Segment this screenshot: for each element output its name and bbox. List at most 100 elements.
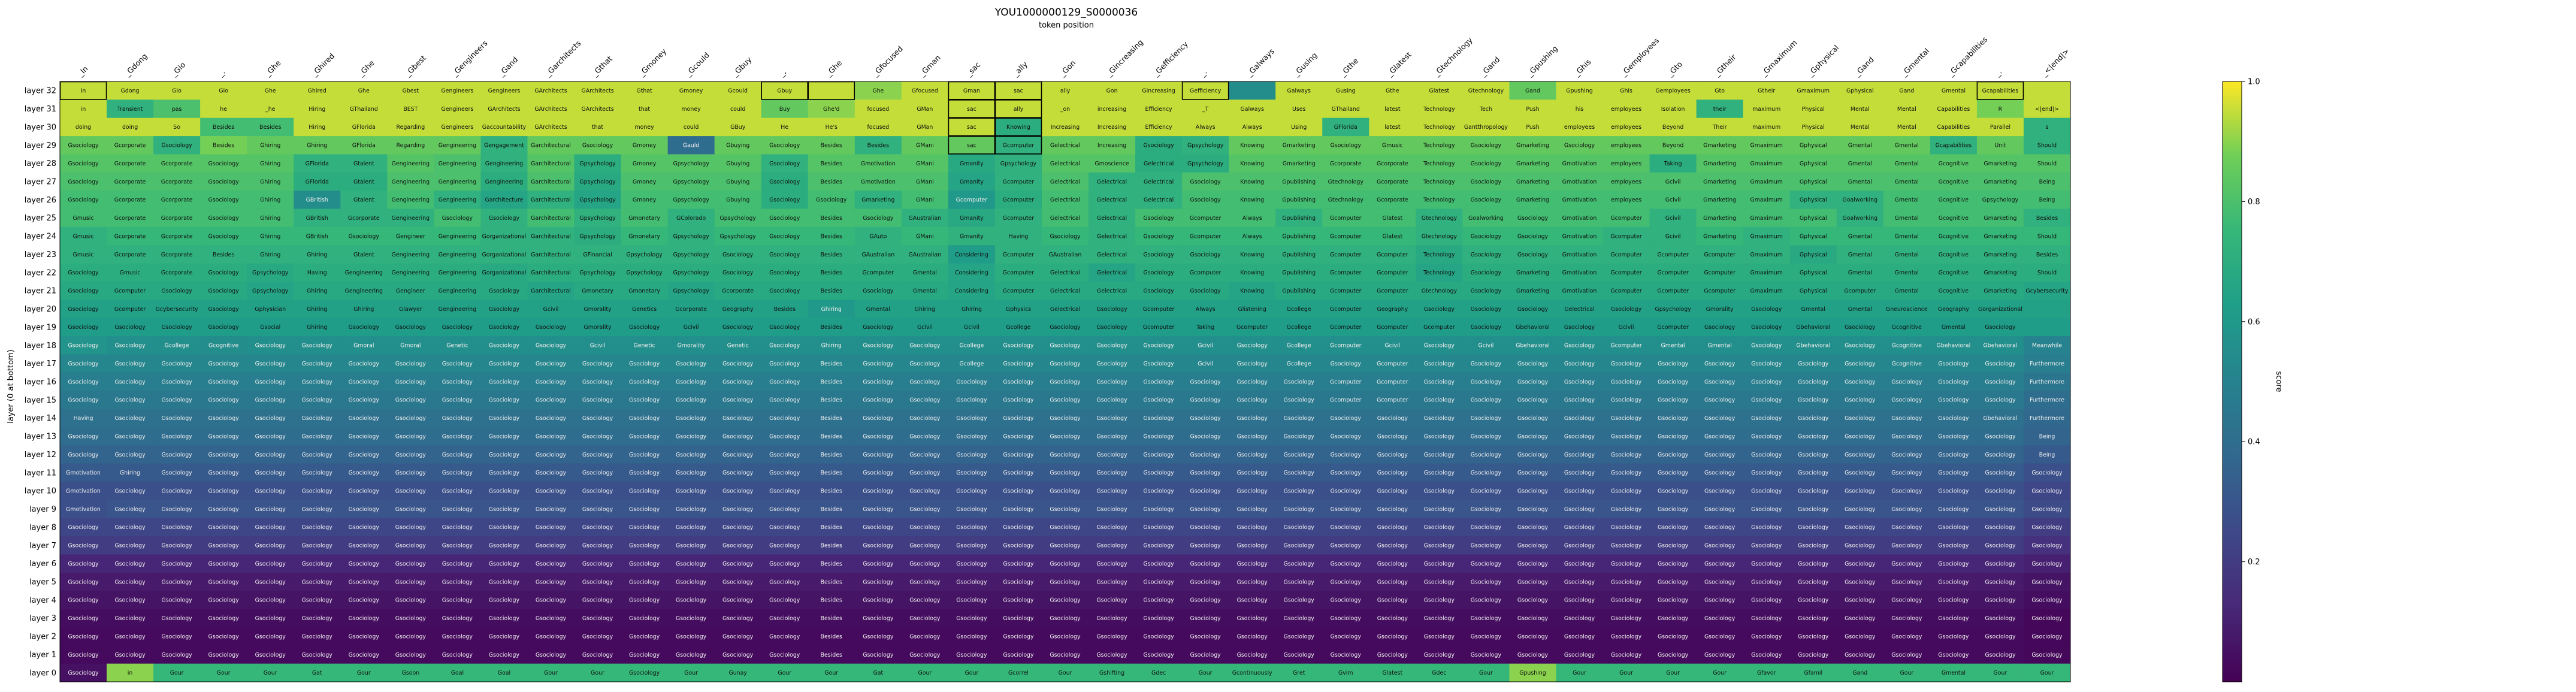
cell-label: Gour [1900,670,1913,676]
heatmap-cell: Gsociology [1743,409,1791,428]
heatmap-cell: Technology [1416,191,1463,210]
cell-label: Glistening [1238,306,1266,313]
cell-label: Gsociology [582,397,613,404]
heatmap-cell: Gsociology [1369,536,1416,555]
heatmap-cell: Gsociology [387,554,434,573]
cell-rect [200,81,247,100]
cell-label: Gsociology [489,452,520,458]
cell-rect [294,81,341,100]
heatmap-cell: Gsociology [621,554,669,573]
cell-rect [294,282,341,300]
heatmap-cell: Gpublishing [1275,172,1323,191]
heatmap-cell: Gcorporate [153,154,201,173]
heatmap-cell: Gsociology [1229,463,1276,482]
cell-label: Gsociology [2031,652,2063,658]
cell-label: Gmotivation [1562,197,1597,204]
cell-label: Gsociology [1938,597,1969,604]
heatmap-cell: Gengineering [434,245,481,264]
cell-label: Gsociology [1845,397,1876,404]
cell-rect [1603,226,1650,246]
cell-label: Gmental [1848,233,1872,240]
cell-label: Gsociology [208,597,240,604]
heatmap-cell: Gmarketing [1509,191,1556,210]
heatmap-cell: Gpsychology [667,191,715,210]
cell-rect [1696,136,1744,155]
heatmap-cell: Gsociology [1322,500,1369,519]
heatmap-cell: Gsociology [1089,427,1136,446]
cell-label: Gshifting [1099,670,1124,676]
heatmap-cell: Gsociology [1462,391,1510,410]
cell-rect [527,136,575,155]
heatmap-cell: Gsociology [948,572,996,591]
heatmap-cell: Gsociology [1976,609,2024,628]
cell-label: Gcomputer [1003,179,1035,185]
cell-label: Furthermore [2030,415,2064,422]
cell-label: Gand [1525,87,1540,94]
heatmap-cell: Gsociology [761,572,809,591]
heatmap-cell: sac [948,99,996,119]
cell-label: Gsociology [909,415,941,422]
cell-label: Gsociology [769,179,800,185]
heatmap-cell: Gsociology [1556,391,1604,410]
cell-label: Gour [778,670,791,676]
heatmap-cell: Gpushing [1556,81,1604,100]
cell-rect [667,81,715,100]
heatmap-cell: Being [2023,191,2071,210]
cell-rect [667,117,715,137]
cell-label: Gsociology [722,633,754,640]
heatmap-cell: Ghiring [247,191,294,210]
cell-label: Gsociology [536,615,567,622]
heatmap-cell: Gsociology [948,372,996,391]
heatmap-cell: Gdec [1135,663,1183,682]
cell-label: Gsociology [1237,615,1268,622]
heatmap-cell: in [60,99,107,119]
cell-rect [247,191,294,210]
cell-label: Gsociology [1190,433,1222,440]
cell-label: Gengineering [439,288,476,294]
cell-label: Gsociology [956,597,987,604]
heatmap-cell: GFlorida [1322,117,1369,137]
cell-label: Gcivil [1198,361,1213,367]
cell-label: Gmoney [633,143,657,149]
cell-label: Gsociology [1517,215,1549,222]
cell-label: Gcognitive [1892,361,1922,367]
heatmap-cell: Gsociology [107,554,154,573]
x-tick-label: _sac [964,60,982,78]
heatmap-cell: Gsociology [340,627,388,646]
heatmap-cell: Gsociology [948,609,996,628]
cell-label: Gpublishing [1282,288,1316,294]
cell-rect [480,99,528,119]
cell-label: Gsociology [1517,561,1549,567]
cell-label: Ghiring [260,233,280,240]
cell-label: Gelectrical [1050,215,1080,222]
heatmap-cell: Gmarketing [1509,263,1556,282]
cell-label: Gsociology [255,597,286,604]
heatmap-cell: Gsociology [1369,409,1416,428]
heatmap-cell: Besides [854,136,902,155]
heatmap-cell: Gsociology [480,427,528,446]
cell-label: Gsociology [1143,288,1174,294]
heatmap-cell: Gcorporate [153,226,201,246]
heatmap-cell: Gsociology [1789,518,1837,537]
heatmap-cell: Gsociology [1041,226,1089,246]
heatmap-cell: Gsociology [1041,591,1089,610]
heatmap-cell: Gsociology [714,591,762,610]
cell-label: Gsociology [1985,579,2016,585]
cell-label: Gelectrical [1050,161,1080,167]
cell-label: Gsociology [1190,543,1222,549]
cell-label: Gsociology [1284,597,1315,604]
cell-rect [667,226,715,246]
cell-label: Gphysical [1800,179,1827,185]
cell-rect [1509,99,1556,119]
cell-label: Goal [498,670,510,676]
cell-label: Gio [172,87,182,94]
cell-label: Gsociology [1143,652,1174,658]
heatmap-cell: Gsociology [621,482,669,500]
cell-label: Gsociology [582,379,613,385]
cell-label: Technology [1423,124,1455,131]
y-tick-label: layer 3 [29,614,56,623]
heatmap-cell: Besides [808,208,855,228]
cell-rect [1322,172,1369,191]
heatmap-cell: Gsociology [434,554,481,573]
cell-label: Gsociology [676,488,707,494]
